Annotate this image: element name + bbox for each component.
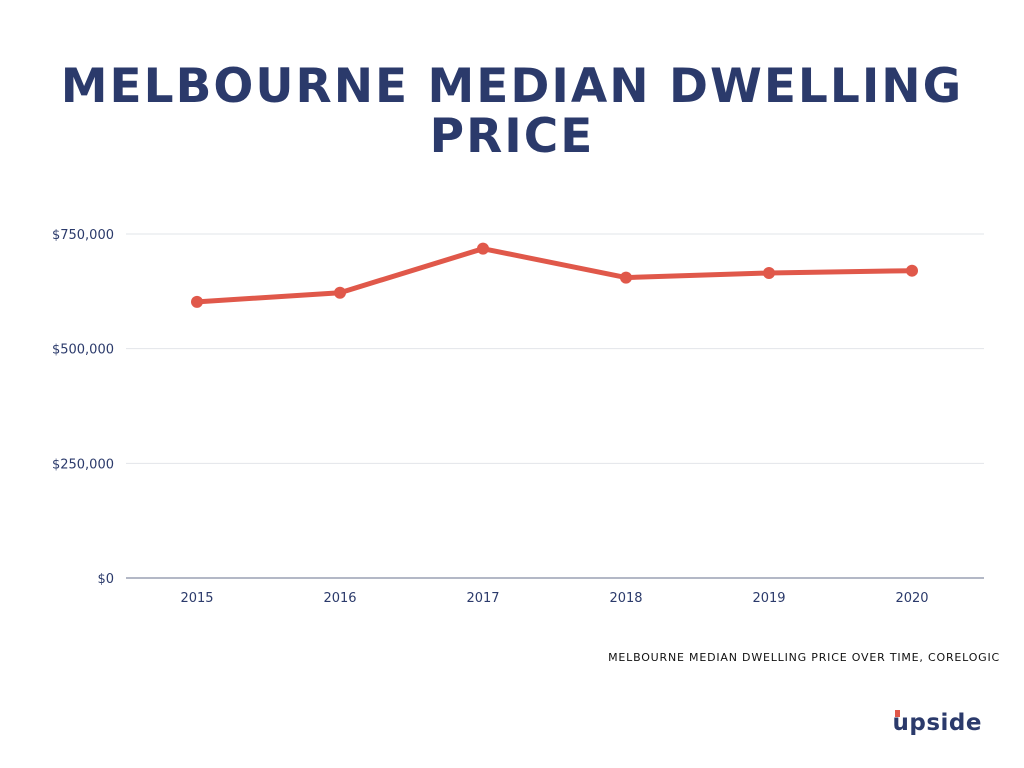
chart-caption: MELBOURNE MEDIAN DWELLING PRICE OVER TIM… [608, 651, 1000, 664]
data-point [334, 286, 346, 299]
x-tick-label: 2017 [466, 591, 499, 606]
title-line-2: PRICE [429, 109, 595, 164]
data-point [477, 242, 489, 255]
page-title: MELBOURNE MEDIAN DWELLING PRICE [0, 62, 1024, 162]
y-tick-label: $250,000 [52, 457, 114, 472]
logo-accent-mark [894, 710, 900, 717]
data-point [763, 266, 775, 279]
brand-logo: u pside [893, 710, 982, 736]
series-line [194, 246, 915, 305]
logo-text: pside [909, 710, 982, 736]
x-tick-label: 2020 [895, 591, 928, 606]
x-tick-label: 2015 [180, 591, 213, 606]
y-tick-label: $500,000 [52, 343, 114, 358]
data-point [906, 264, 918, 277]
data-point [191, 295, 203, 308]
y-tick-label: $750,000 [52, 228, 114, 243]
x-tick-label: 2016 [323, 591, 356, 606]
data-point [620, 271, 632, 284]
logo-first-letter: u [892, 710, 910, 736]
title-line-1: MELBOURNE MEDIAN DWELLING [60, 59, 964, 114]
y-tick-label: $0 [97, 572, 114, 587]
x-tick-label: 2018 [609, 591, 642, 606]
x-tick-label: 2019 [752, 591, 785, 606]
